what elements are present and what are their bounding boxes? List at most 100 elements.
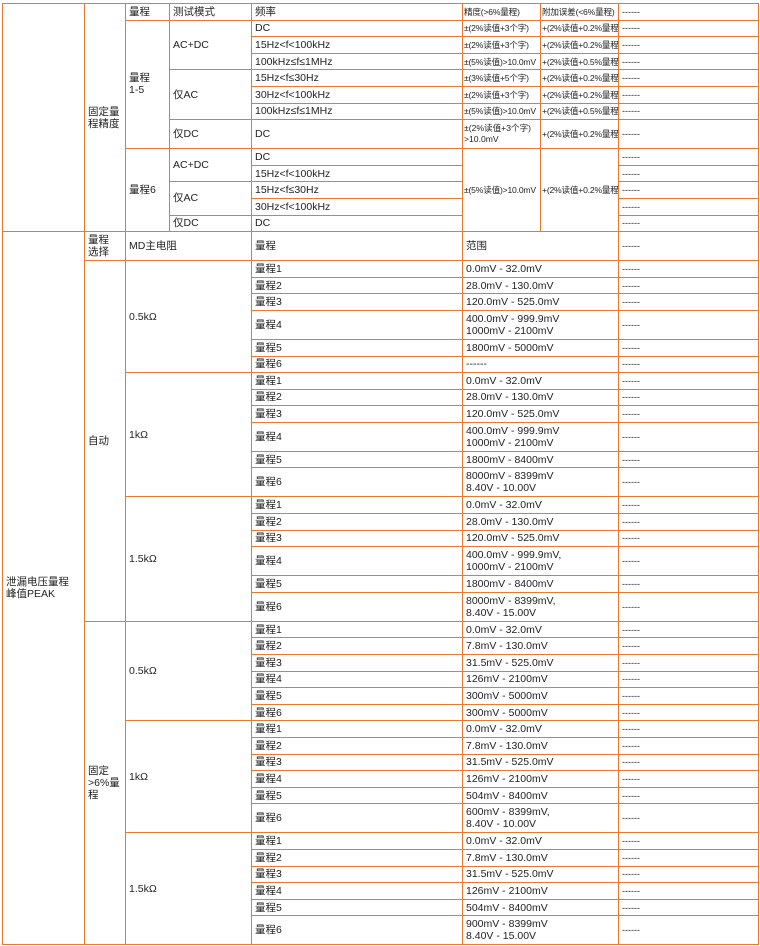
note: ------ xyxy=(618,19,759,38)
table-row: 量程6 ------ ------ xyxy=(3,355,759,374)
range-span: 126mV - 2100mV xyxy=(462,770,619,788)
range-span: 8000mV - 8399mV 8.40V - 10.00V xyxy=(462,467,619,498)
table-row: 量程3 120.0mV - 525.0mV ------ xyxy=(3,293,759,311)
range-span: 126mV - 2100mV xyxy=(462,670,619,689)
mode-label: AC+DC xyxy=(169,19,252,71)
extra-error: +(2%读值+0.5%量程) xyxy=(540,52,619,71)
range-span: 0.0mV - 32.0mV xyxy=(462,720,619,738)
header-resistor: MD主电阻 xyxy=(125,231,252,262)
header-mode: 测试模式 xyxy=(169,3,252,21)
note: ------ xyxy=(618,293,759,311)
range-name: 量程1 xyxy=(251,620,463,639)
note: ------ xyxy=(618,637,759,656)
table-row: 量程4 400.0mV - 999.9mV 1000mV - 2100mV ----… xyxy=(3,421,759,452)
note: ------ xyxy=(618,52,759,71)
table-row: 量程2 28.0mV - 130.0mV ------ xyxy=(3,513,759,531)
note: ------ xyxy=(618,620,759,639)
range-span: ------ xyxy=(462,355,619,374)
range-span: 0.0mV - 32.0mV xyxy=(462,260,619,278)
accuracy: ±(3%读值+5个字) xyxy=(462,69,541,87)
header-range: 量程 xyxy=(251,231,463,262)
table-row: 自动 0.5kΩ 量程1 0.0mV - 32.0mV ------ xyxy=(3,260,759,622)
freq: DC xyxy=(251,119,463,150)
note: ------ xyxy=(618,737,759,755)
note: ------ xyxy=(618,753,759,772)
range-name: 量程5 xyxy=(251,687,463,705)
accuracy: ±(2%读值+3个字) xyxy=(462,36,541,54)
range-name: 量程5 xyxy=(251,575,463,593)
range-span: 1800mV - 8400mV xyxy=(462,450,619,469)
note: ------ xyxy=(618,687,759,705)
note: ------ xyxy=(618,670,759,689)
range-span: 126mV - 2100mV xyxy=(462,882,619,900)
accuracy: ±(2%读值+3个字) >10.0mV xyxy=(462,119,541,150)
note: ------ xyxy=(618,421,759,452)
range-span: 300mV - 5000mV xyxy=(462,687,619,705)
note: ------ xyxy=(618,832,759,850)
extra-error: +(2%读值+0.2%量程) xyxy=(540,85,619,104)
accuracy: ±(5%读值)>10.0mV xyxy=(462,148,541,233)
range-span: 504mV - 8400mV xyxy=(462,786,619,805)
range-name: 量程2 xyxy=(251,848,463,867)
note: ------ xyxy=(618,214,759,233)
table-row: 量程2 7.8mV - 130.0mV ------ xyxy=(3,637,759,656)
range-span: 7.8mV - 130.0mV xyxy=(462,848,619,867)
range-span: 120.0mV - 525.0mV xyxy=(462,293,619,311)
range-name: 量程2 xyxy=(251,276,463,295)
freq: DC xyxy=(251,19,463,38)
header-extra-error: 附加误差(<6%量程) xyxy=(540,3,619,21)
range-name: 量程6 xyxy=(251,355,463,374)
range-name: 量程6 xyxy=(251,803,463,834)
note: ------ xyxy=(618,36,759,54)
table-row: 量程6 300mV - 5000mV ------ xyxy=(3,703,759,722)
range-name: 量程5 xyxy=(251,450,463,469)
header-range-select: 量程 选择 xyxy=(84,231,126,262)
range-name: 量程2 xyxy=(251,637,463,656)
note: ------ xyxy=(618,119,759,150)
section-label-fixed-accuracy: 固定量 程精度 xyxy=(84,2,126,233)
range-span: 0.0mV - 32.0mV xyxy=(462,496,619,515)
range-name: 量程6 xyxy=(251,591,463,622)
accuracy: ±(5%读值)>10.0mV xyxy=(462,102,541,121)
note: ------ xyxy=(618,703,759,722)
freq: 15Hz<f<100kHz xyxy=(251,164,463,183)
mode-label: 仅AC xyxy=(169,181,252,216)
range-label: 量程6 xyxy=(125,148,170,233)
note: ------ xyxy=(618,164,759,183)
range-name: 量程1 xyxy=(251,720,463,738)
range-name: 量程5 xyxy=(251,338,463,357)
note: ------ xyxy=(618,529,759,548)
note: ------ xyxy=(618,388,759,407)
note: ------ xyxy=(618,848,759,867)
table-row: 量程3 31.5mV - 525.0mV ------ xyxy=(3,865,759,884)
resistor-label: 1kΩ xyxy=(125,372,252,498)
note: ------ xyxy=(618,496,759,515)
header-accuracy: 精度(>6%量程) xyxy=(462,3,541,21)
note: ------ xyxy=(618,338,759,357)
freq: 100kHz≤f≤1MHz xyxy=(251,52,463,71)
table-row: 1.5kΩ 量程1 0.0mV - 32.0mV ------ xyxy=(3,832,759,946)
range-name: 量程4 xyxy=(251,882,463,900)
table-row: 量程2 7.8mV - 130.0mV ------ xyxy=(3,848,759,867)
header-freq: 频率 xyxy=(251,3,463,21)
range-label: 量程 1-5 xyxy=(125,19,170,150)
table-row: 固定 >6%量 程 0.5kΩ 量程1 0.0mV - 32.0mV ------ xyxy=(3,620,759,946)
range-name: 量程6 xyxy=(251,467,463,498)
table-row: 量程4 400.0mV - 999.9mV 1000mV - 2100mV ----… xyxy=(3,309,759,340)
table-row: 1kΩ 量程1 0.0mV - 32.0mV ------ xyxy=(3,720,759,834)
range-span: 0.0mV - 32.0mV xyxy=(462,620,619,639)
extra-error: +(2%读值+0.2%量程) xyxy=(540,36,619,54)
note: ------ xyxy=(618,181,759,199)
resistor-label: 1.5kΩ xyxy=(125,832,252,946)
note: ------ xyxy=(618,513,759,531)
table-row: 量程4 400.0mV - 999.9mV, 1000mV - 2100mV ---… xyxy=(3,546,759,577)
mode-label: 固定 >6%量 程 xyxy=(84,620,126,946)
resistor-label: 1.5kΩ xyxy=(125,496,252,622)
table-row: 量程5 1800mV - 8400mV ------ xyxy=(3,450,759,469)
table-row: 量程5 1800mV - 8400mV ------ xyxy=(3,575,759,593)
resistor-label: 0.5kΩ xyxy=(125,620,252,722)
resistor-label: 1kΩ xyxy=(125,720,252,834)
note: ------ xyxy=(618,260,759,278)
freq: 15Hz<f≤30Hz xyxy=(251,181,463,199)
